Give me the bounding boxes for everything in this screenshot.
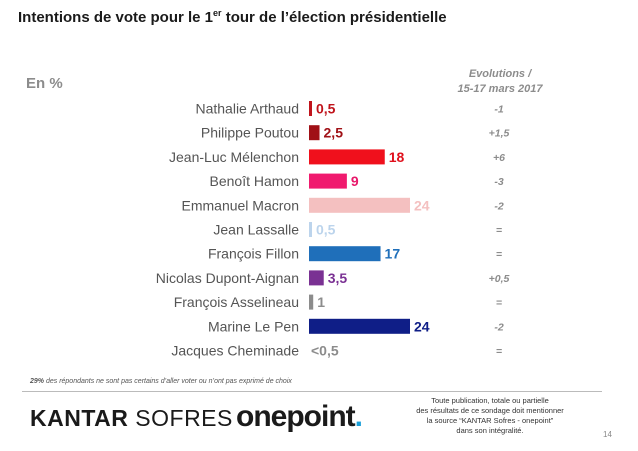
bar bbox=[309, 173, 347, 189]
evolution-value: -1 bbox=[494, 104, 503, 116]
value-label: 1 bbox=[317, 294, 325, 310]
evolution-value: = bbox=[496, 297, 502, 309]
category-label: Jacques Cheminade bbox=[171, 343, 299, 359]
bar bbox=[309, 197, 410, 213]
value-label: 0,5 bbox=[316, 222, 336, 238]
value-label: 17 bbox=[385, 246, 401, 262]
value-label: 24 bbox=[414, 197, 430, 213]
value-label: 3,5 bbox=[328, 270, 348, 286]
page-title: Intentions de vote pour le 1er tour de l… bbox=[18, 8, 447, 26]
category-label: Nathalie Arthaud bbox=[195, 101, 299, 117]
publication-notice: Toute publication, totale ou partielle d… bbox=[405, 396, 575, 436]
bar bbox=[309, 125, 320, 141]
evolution-header-line1: Evolutions / bbox=[468, 68, 532, 80]
divider bbox=[22, 391, 602, 392]
unit-label: En % bbox=[26, 75, 63, 92]
vote-intention-chart: Nathalie Arthaud 0,5 -1 Philippe Poutou 2,5 +… bbox=[156, 101, 510, 359]
footnote-percent: 29% bbox=[30, 378, 45, 385]
category-label: Philippe Poutou bbox=[201, 125, 299, 141]
value-label: 9 bbox=[351, 173, 359, 189]
footnote: 29% des répondants ne sont pas certains … bbox=[30, 378, 292, 385]
category-label: Nicolas Dupont-Aignan bbox=[156, 270, 299, 286]
value-label: 0,5 bbox=[316, 101, 336, 117]
evolution-value: +1,5 bbox=[489, 128, 510, 140]
bar bbox=[309, 149, 385, 165]
footnote-text: des répondants ne sont pas certains d’al… bbox=[44, 378, 292, 385]
value-label: 24 bbox=[414, 318, 430, 334]
bar bbox=[309, 270, 324, 286]
bar bbox=[309, 318, 410, 334]
value-label: 18 bbox=[389, 149, 405, 165]
evolution-value: +6 bbox=[493, 152, 505, 164]
notice-line: Toute publication, totale ou partielle bbox=[431, 396, 549, 405]
category-label: François Fillon bbox=[208, 246, 299, 262]
notice-line: dans son intégralité. bbox=[456, 426, 524, 435]
onepoint-logo: onepoint. bbox=[236, 400, 363, 433]
evolution-value: = bbox=[496, 225, 502, 237]
category-label: Jean Lassalle bbox=[213, 222, 299, 238]
category-label: François Asselineau bbox=[174, 294, 299, 310]
value-label: 2,5 bbox=[324, 125, 344, 141]
bar bbox=[309, 294, 314, 310]
notice-line: des résultats de ce sondage doit mention… bbox=[416, 406, 564, 415]
bar bbox=[309, 222, 312, 237]
category-label: Benoît Hamon bbox=[210, 173, 300, 189]
evolution-value: = bbox=[496, 346, 502, 358]
page-number: 14 bbox=[603, 430, 612, 439]
evolution-value: = bbox=[496, 249, 502, 261]
bar bbox=[309, 246, 381, 262]
evolution-value: +0,5 bbox=[489, 273, 510, 285]
category-label: Marine Le Pen bbox=[208, 318, 299, 334]
category-label: Emmanuel Macron bbox=[182, 197, 300, 213]
evolution-value: -2 bbox=[494, 321, 503, 333]
kantar-sofres-logo: KANTAR SOFRES bbox=[30, 405, 233, 431]
notice-line: la source “KANTAR Sofres - onepoint” bbox=[426, 416, 554, 425]
category-label: Jean-Luc Mélenchon bbox=[169, 149, 299, 165]
evolution-header: Evolutions / 15-17 mars 2017 bbox=[430, 67, 570, 97]
evolution-header-line2: 15-17 mars 2017 bbox=[457, 83, 543, 95]
bar bbox=[309, 101, 312, 116]
value-label: <0,5 bbox=[311, 343, 339, 359]
evolution-value: -3 bbox=[494, 176, 503, 188]
evolution-value: -2 bbox=[494, 200, 503, 212]
